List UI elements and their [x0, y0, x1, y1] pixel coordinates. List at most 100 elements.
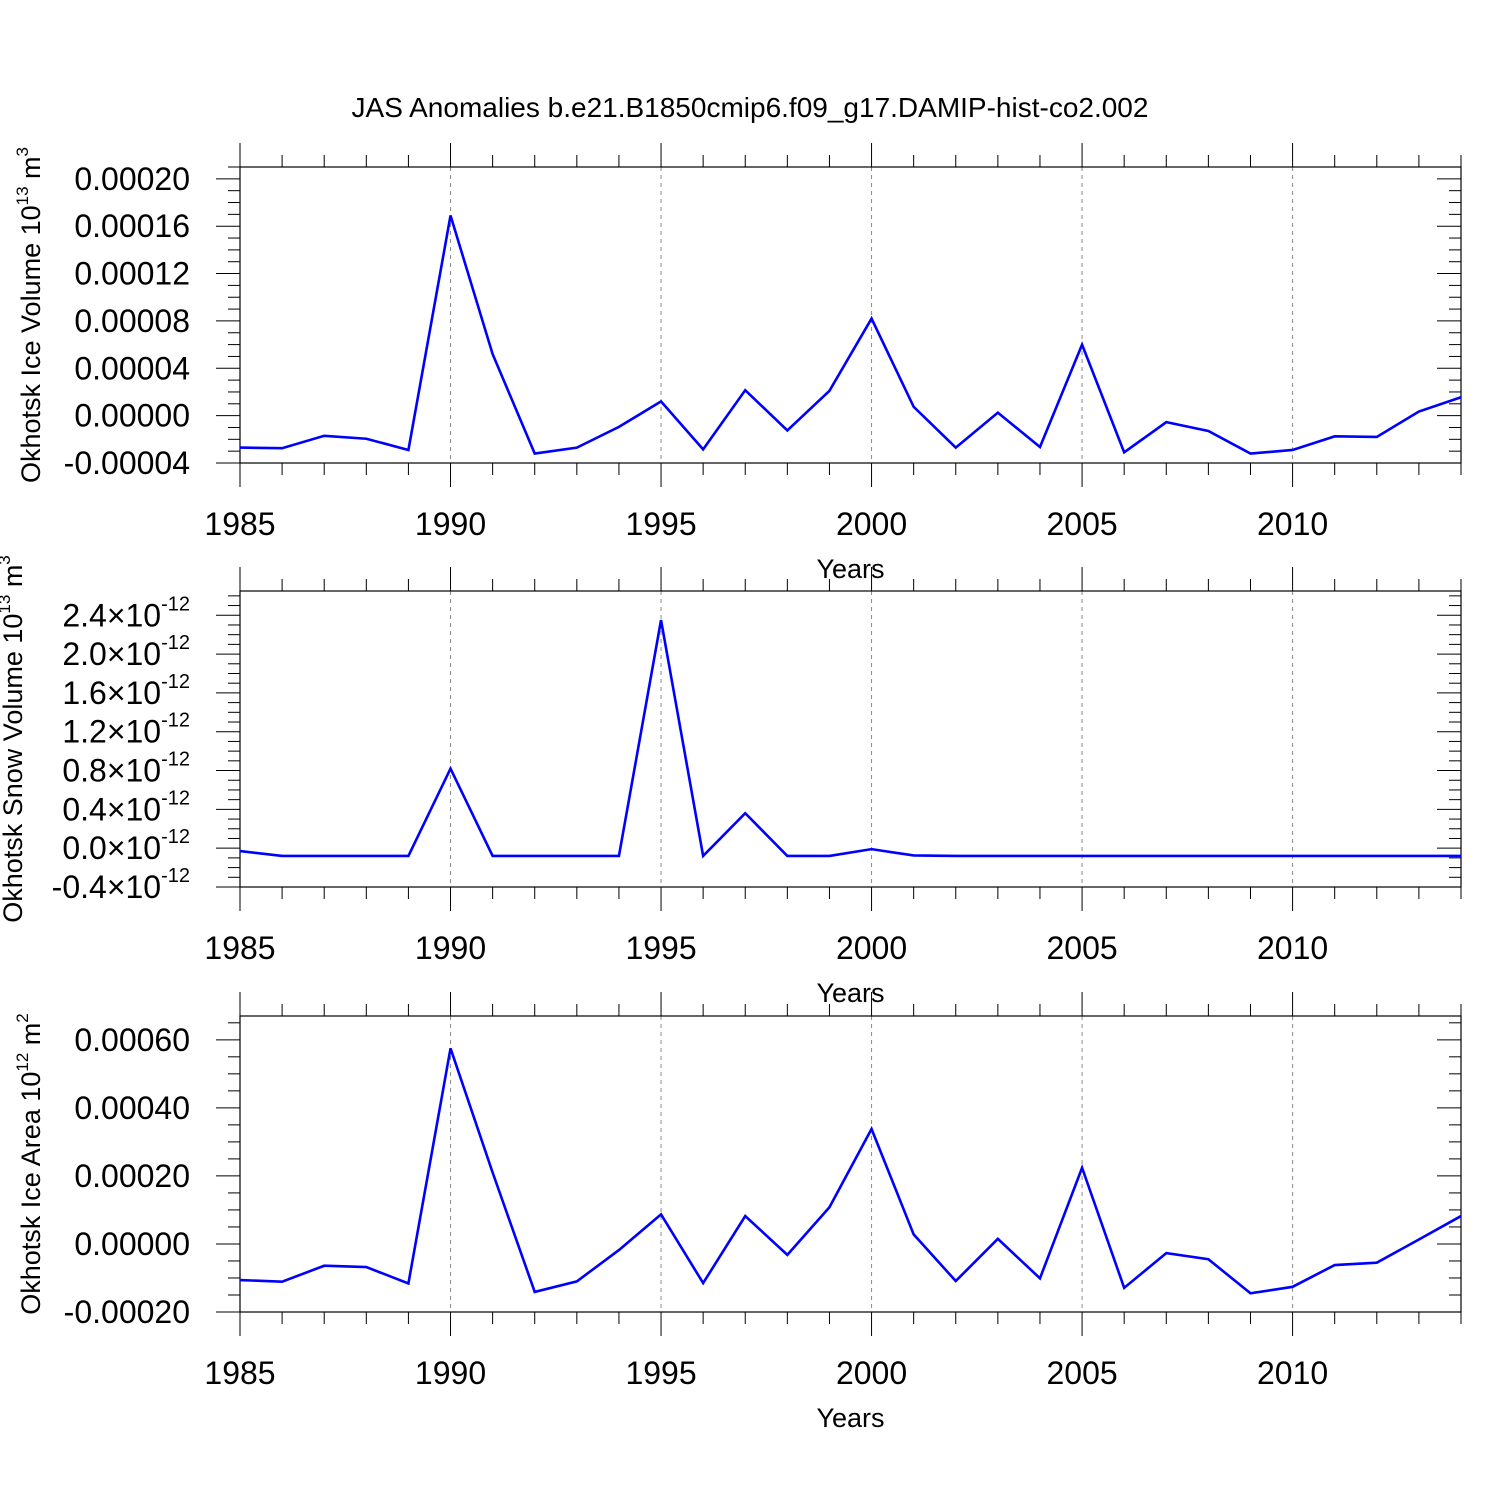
panels: 1985 1990 1995 2000 2005 2010 -0.00004 0.00000 0…	[0, 143, 1462, 1433]
y-tick-label: -0.00004	[64, 445, 190, 481]
y-tick-mantissa: 0.4	[62, 791, 106, 827]
x-tick-label: 1985	[204, 506, 275, 542]
y-label-unit: m	[0, 565, 28, 595]
y-tick-mantissa: 1.6	[62, 675, 106, 711]
y-tick-label: 0.00000	[74, 398, 190, 434]
y-tick-base: 10	[126, 675, 162, 711]
y-label-unit-exponent: 3	[0, 555, 14, 564]
y-tick-times: ×	[107, 597, 126, 633]
x-tick-label: 1990	[415, 506, 486, 542]
plot-frame	[239, 166, 1462, 464]
y-label-unit-exponent: 3	[13, 147, 32, 156]
x-tick-label: 2010	[1257, 1355, 1328, 1391]
y-tick-exponent: -12	[161, 710, 190, 732]
x-tick-label: 2000	[836, 930, 907, 966]
y-label-exponent: 13	[13, 186, 32, 205]
y-label-base: Okhotsk Ice Volume 10	[16, 205, 46, 483]
y-tick-exponent: -12	[161, 787, 190, 809]
x-tick-label: 2000	[836, 506, 907, 542]
y-tick-mantissa: 0.8	[62, 753, 106, 789]
y-axis-label: Okhotsk Ice Volume 1013 m3	[13, 147, 46, 483]
y-tick-times: ×	[107, 714, 126, 750]
y-tick-label: -0.4×10-12	[52, 865, 190, 905]
y-axis-label: Okhotsk Ice Area 1012 m2	[13, 1013, 46, 1315]
x-tick-label: 2005	[1046, 930, 1117, 966]
y-tick-base: 10	[126, 636, 162, 672]
y-tick-label: -0.00020	[64, 1294, 190, 1330]
y-tick-exponent: -12	[161, 865, 190, 887]
panel-3: 1985 1990 1995 2000 2005 2010 -0.00020 0.00000 0…	[13, 992, 1462, 1433]
y-label-base: Okhotsk Ice Area 10	[16, 1072, 46, 1315]
x-tick-label: 1985	[204, 1355, 275, 1391]
series-line	[239, 215, 1462, 455]
x-tick-label: 1985	[204, 930, 275, 966]
y-tick-times: ×	[107, 830, 126, 866]
x-axis-label: Years	[816, 978, 884, 1008]
y-tick-times: ×	[107, 636, 126, 672]
x-axis-label: Years	[816, 1403, 884, 1433]
y-tick-label: 0.4×10-12	[62, 787, 190, 827]
x-tick-label: 1995	[625, 1355, 696, 1391]
y-tick-exponent: -12	[161, 671, 190, 693]
y-tick-mantissa: 2.4	[62, 597, 106, 633]
panel-2: 1985 1990 1995 2000 2005 2010-0.4×10-120.0×10…	[0, 555, 1462, 1008]
x-tick-label: 2000	[836, 1355, 907, 1391]
y-tick-label: 0.00040	[74, 1090, 190, 1126]
panel-1: 1985 1990 1995 2000 2005 2010 -0.00004 0.00000 0…	[13, 143, 1462, 584]
y-tick-times: ×	[107, 869, 126, 905]
y-tick-mantissa: 1.2	[62, 714, 106, 750]
x-tick-label: 2010	[1257, 930, 1328, 966]
y-label-base: Okhotsk Snow Volume 10	[0, 614, 28, 923]
y-tick-base: 10	[126, 830, 162, 866]
y-tick-base: 10	[126, 597, 162, 633]
x-axis-label: Years	[816, 554, 884, 584]
y-tick-label: 0.8×10-12	[62, 749, 190, 789]
series-line	[239, 619, 1461, 859]
x-tick-label: 1990	[415, 930, 486, 966]
x-tick-label: 1990	[415, 1355, 486, 1391]
y-tick-times: ×	[107, 753, 126, 789]
x-tick-label: 2010	[1257, 506, 1328, 542]
y-label-unit: m	[16, 156, 46, 186]
y-label-exponent: 12	[13, 1053, 32, 1072]
y-tick-exponent: -12	[161, 632, 190, 654]
y-tick-label: 1.2×10-12	[62, 710, 190, 750]
y-tick-times: ×	[107, 791, 126, 827]
y-label-unit-exponent: 2	[13, 1013, 32, 1022]
y-tick-label: 0.00008	[74, 303, 190, 339]
y-tick-label: 0.00060	[74, 1022, 190, 1058]
y-tick-exponent: -12	[161, 749, 190, 771]
x-tick-label: 2005	[1046, 506, 1117, 542]
y-tick-times: ×	[107, 675, 126, 711]
y-tick-base: 10	[126, 791, 162, 827]
y-label-exponent: 13	[0, 595, 14, 614]
y-tick-base: 10	[126, 869, 162, 905]
y-tick-label: 0.00004	[74, 350, 190, 386]
plot-frame	[239, 1015, 1462, 1313]
x-tick-label: 2005	[1046, 1355, 1117, 1391]
y-tick-mantissa: -0.4	[52, 869, 107, 905]
series-line	[239, 1047, 1462, 1295]
y-tick-label: 0.00020	[74, 161, 190, 197]
x-tick-label: 1995	[625, 930, 696, 966]
y-tick-label: 2.0×10-12	[62, 632, 190, 672]
y-axis-label: Okhotsk Snow Volume 1013 m3	[0, 555, 28, 923]
y-tick-base: 10	[126, 714, 162, 750]
y-tick-label: 0.00000	[74, 1226, 190, 1262]
y-tick-exponent: -12	[161, 593, 190, 615]
y-tick-label: 0.00012	[74, 256, 190, 292]
x-tick-label: 1995	[625, 506, 696, 542]
y-tick-exponent: -12	[161, 826, 190, 848]
y-tick-base: 10	[126, 753, 162, 789]
plot-frame	[239, 590, 1462, 888]
y-tick-mantissa: 2.0	[62, 636, 106, 672]
y-tick-mantissa: 0.0	[62, 830, 106, 866]
y-tick-label: 2.4×10-12	[62, 593, 190, 633]
y-tick-label: 0.00016	[74, 208, 190, 244]
y-tick-label: 0.0×10-12	[62, 826, 190, 866]
y-tick-label: 1.6×10-12	[62, 671, 190, 711]
y-label-unit: m	[16, 1023, 46, 1053]
y-tick-label: 0.00020	[74, 1158, 190, 1194]
figure-title: JAS Anomalies b.e21.B1850cmip6.f09_g17.D…	[352, 92, 1149, 123]
